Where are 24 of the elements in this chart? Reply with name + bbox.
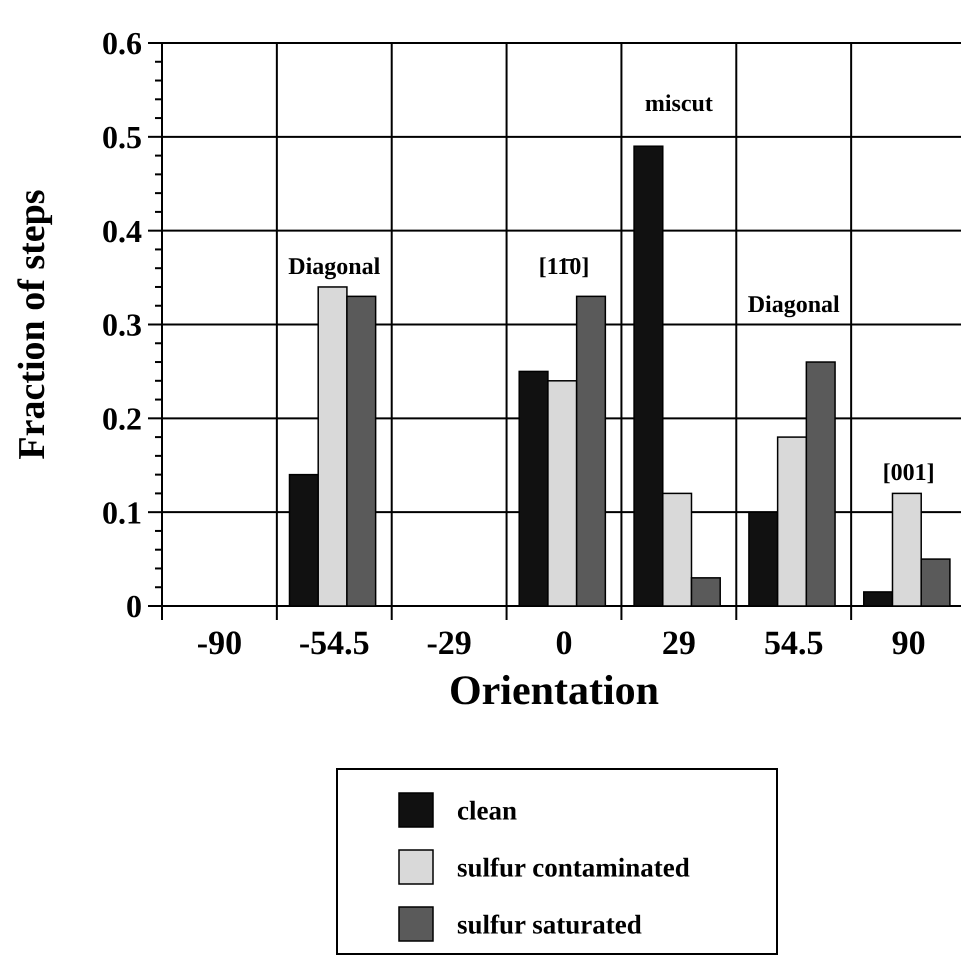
x-tick-label: 90 <box>892 625 926 662</box>
legend-label: sulfur saturated <box>457 909 642 940</box>
annotation: [11̄0] <box>538 254 590 280</box>
x-tick-label: -29 <box>426 625 472 662</box>
annotation: [001] <box>882 460 935 486</box>
legend-label: sulfur contaminated <box>457 852 690 882</box>
y-axis-title: Fraction of steps <box>11 189 53 460</box>
x-tick-label: 29 <box>662 625 696 662</box>
annotation: miscut <box>644 91 713 117</box>
annotation: Diagonal <box>748 292 840 318</box>
x-tick-label: 0 <box>556 625 572 662</box>
y-tick-label: 0.2 <box>102 400 142 437</box>
y-tick-label: 0.4 <box>102 212 142 249</box>
y-tick-label: 0.1 <box>102 494 142 530</box>
annotation: Diagonal <box>288 254 381 280</box>
x-axis-title: Orientation <box>449 668 659 714</box>
y-tick-label: 0.5 <box>102 119 142 156</box>
y-tick-label: 0.3 <box>102 306 142 343</box>
y-tick-label: 0.6 <box>102 25 142 62</box>
x-tick-label: 54.5 <box>764 625 824 662</box>
x-tick-label: -90 <box>196 625 242 662</box>
x-tick-label: -54.5 <box>298 625 370 662</box>
y-tick-label: 0 <box>126 588 142 624</box>
legend-label: clean <box>457 795 517 826</box>
